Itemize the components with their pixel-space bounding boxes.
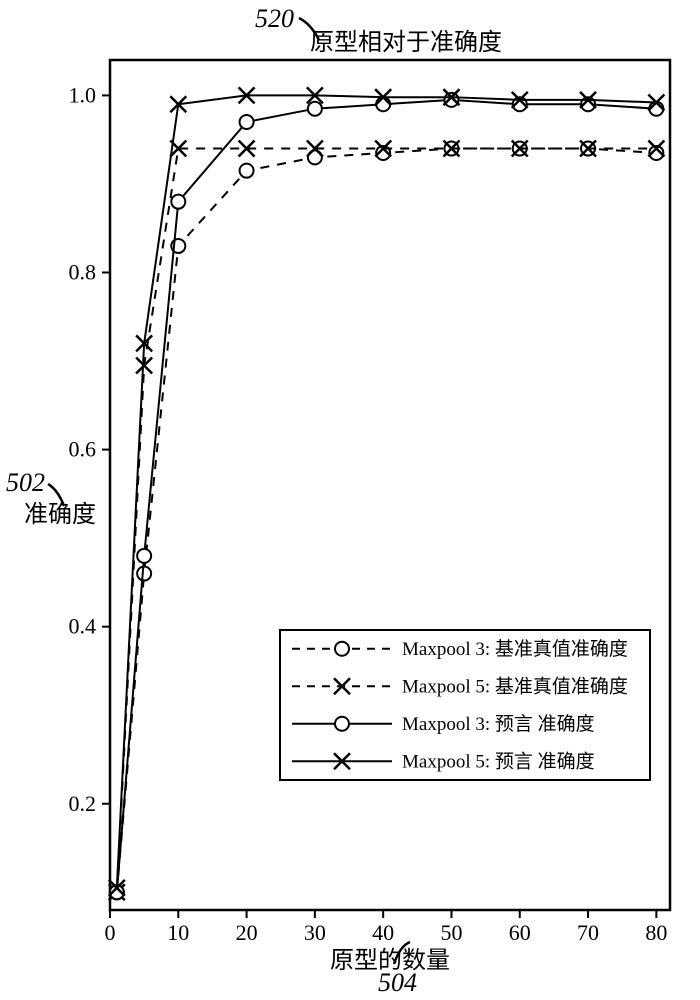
callout-520-arrow: [297, 16, 337, 56]
callout-502-text: 502: [6, 468, 45, 497]
svg-text:0.8: 0.8: [69, 260, 97, 285]
svg-text:30: 30: [304, 920, 326, 945]
callout-504: 504: [378, 968, 417, 998]
svg-text:20: 20: [236, 920, 258, 945]
svg-text:0.4: 0.4: [69, 614, 97, 639]
callout-502: 502: [6, 468, 45, 498]
svg-text:Maxpool 3: 预言 准确度: Maxpool 3: 预言 准确度: [402, 713, 595, 735]
svg-text:0.6: 0.6: [69, 437, 97, 462]
chart-svg: 010203040506070800.20.40.60.81.0原型相对于准确度…: [0, 0, 700, 1000]
callout-520-text: 520: [255, 4, 294, 33]
callout-504-arrow-wrap: [380, 940, 420, 970]
callout-504-arrow: [380, 940, 420, 970]
svg-text:Maxpool 5: 预言 准确度: Maxpool 5: 预言 准确度: [402, 750, 595, 772]
svg-text:10: 10: [167, 920, 189, 945]
svg-text:0.2: 0.2: [69, 791, 97, 816]
callout-502-arrow: [46, 482, 86, 522]
svg-text:0: 0: [105, 920, 116, 945]
svg-text:80: 80: [645, 920, 667, 945]
svg-text:Maxpool 5: 基准真值准确度: Maxpool 5: 基准真值准确度: [402, 675, 628, 697]
svg-text:60: 60: [509, 920, 531, 945]
svg-text:50: 50: [440, 920, 462, 945]
svg-text:Maxpool 3: 基准真值准确度: Maxpool 3: 基准真值准确度: [402, 638, 628, 660]
chart-container: 520 502 504 010203040506070800.20.40.60.…: [0, 0, 700, 1000]
callout-520: 520: [255, 4, 294, 34]
svg-text:原型相对于准确度: 原型相对于准确度: [310, 29, 502, 56]
svg-text:70: 70: [577, 920, 599, 945]
callout-504-text: 504: [378, 968, 417, 997]
svg-text:1.0: 1.0: [69, 82, 97, 107]
